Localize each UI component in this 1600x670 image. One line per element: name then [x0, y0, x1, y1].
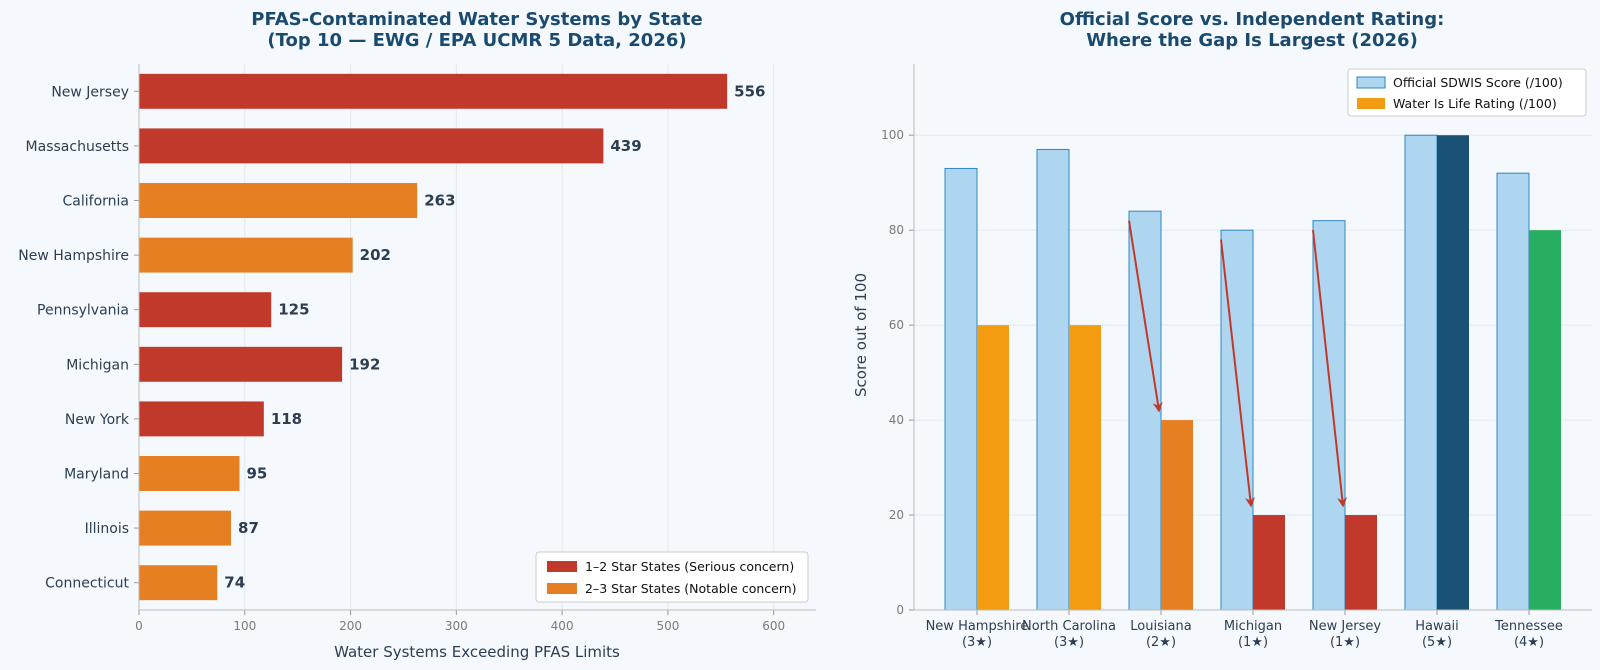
left-bar [139, 237, 353, 273]
right-y-tick-label: 40 [889, 413, 904, 427]
right-category-label: Hawaii [1415, 619, 1459, 634]
left-category-label: Maryland [64, 467, 129, 483]
right-arrows [1128, 220, 1348, 508]
right-category-label: New Hampshire [926, 619, 1029, 634]
right-bar-official [1036, 148, 1070, 611]
right-bar-rating [1345, 515, 1377, 610]
right-legend-label-official: Official SDWIS Score (/100) [1393, 75, 1563, 90]
left-x-tick-label: 200 [339, 619, 362, 633]
left-legend-label-serious: 1–2 Star States (Serious concern) [585, 559, 794, 574]
right-category-stars: (3★) [962, 635, 992, 650]
right-category-label: Michigan [1224, 619, 1282, 634]
right-bar-rating [977, 325, 1009, 610]
right-category-stars: (3★) [1054, 635, 1084, 650]
left-legend: 1–2 Star States (Serious concern) 2–3 St… [535, 551, 809, 603]
left-bar [139, 73, 728, 109]
right-category-stars: (1★) [1238, 635, 1268, 650]
left-category-label: New York [65, 412, 130, 428]
right-gap-arrow [1128, 220, 1163, 413]
left-legend-label-notable: 2–3 Star States (Notable concern) [585, 581, 797, 596]
left-bar-value-label: 192 [349, 355, 380, 373]
right-y-tick-label: 100 [881, 128, 904, 142]
left-x-tick-label: 600 [762, 619, 785, 633]
right-bar-official [944, 167, 978, 611]
right-y-tick-label: 80 [889, 223, 904, 237]
left-chart-title-line2: (Top 10 — EWG / EPA UCMR 5 Data, 2026) [267, 30, 686, 51]
left-bar-value-label: 202 [360, 246, 391, 264]
right-bar-official [1128, 210, 1162, 611]
left-bar-value-label: 95 [246, 465, 267, 483]
right-chart-title-line1: Official Score vs. Independent Rating: [1060, 9, 1445, 30]
left-bar-value-label: 74 [224, 574, 245, 592]
left-bar [139, 401, 264, 437]
right-bar-rating [1069, 325, 1101, 610]
right-category-stars: (1★) [1330, 635, 1360, 650]
left-bar-value-label: 87 [238, 519, 259, 537]
right-category-label: Louisiana [1130, 619, 1191, 634]
left-x-tick-label: 500 [656, 619, 679, 633]
right-category-label: North Carolina [1022, 619, 1116, 634]
right-bars [944, 134, 1561, 611]
right-legend-box [1347, 68, 1587, 117]
left-category-label: California [63, 194, 129, 210]
left-bars: 556 439 263 202 125 192 118 95 87 74 [139, 73, 765, 601]
left-bar [139, 292, 272, 328]
left-bar [139, 128, 604, 164]
right-bar-official [1404, 134, 1438, 611]
right-y-tick-label: 60 [889, 318, 904, 332]
right-category-stars: (4★) [1514, 635, 1544, 650]
left-x-axis-label: Water Systems Exceeding PFAS Limits [334, 643, 620, 661]
right-legend-swatch-rating [1357, 98, 1385, 109]
right-chart: Official Score vs. Independent Rating: W… [852, 9, 1592, 650]
left-legend-swatch-serious [547, 561, 577, 572]
left-chart: PFAS-Contaminated Water Systems by State… [18, 9, 816, 661]
left-category-label: Michigan [66, 357, 129, 373]
left-x-tick-label: 400 [551, 619, 574, 633]
left-category-label: Massachusetts [26, 139, 129, 155]
left-bar [139, 565, 218, 601]
right-gap-arrow [1220, 239, 1256, 508]
left-legend-box [535, 551, 809, 603]
left-x-tick-label: 0 [135, 619, 143, 633]
right-legend: Official SDWIS Score (/100) Water Is Lif… [1347, 68, 1587, 117]
left-category-label: New Jersey [51, 84, 129, 100]
right-gap-arrow [1312, 230, 1348, 508]
left-bar-value-label: 263 [424, 192, 455, 210]
left-legend-swatch-notable [547, 583, 577, 594]
right-y-axis-label: Score out of 100 [852, 273, 870, 397]
right-category-stars: (2★) [1146, 635, 1176, 650]
right-category-label: Tennessee [1494, 619, 1563, 634]
left-category-label: Connecticut [45, 576, 129, 592]
left-bar [139, 183, 418, 218]
right-chart-title-line2: Where the Gap Is Largest (2026) [1086, 30, 1418, 51]
right-bar-rating [1529, 230, 1561, 610]
left-x-tick-label: 300 [445, 619, 468, 633]
left-category-label: New Hampshire [18, 248, 129, 264]
right-category-label: New Jersey [1309, 619, 1381, 634]
left-bar-value-label: 439 [610, 137, 641, 155]
left-category-label: Illinois [85, 521, 129, 537]
left-bar-value-label: 118 [271, 410, 302, 428]
right-category-stars: (5★) [1422, 635, 1452, 650]
right-y-tick-label: 20 [889, 508, 904, 522]
right-bar-rating [1161, 420, 1193, 610]
left-x-tick-label: 100 [233, 619, 256, 633]
left-bar [139, 456, 240, 491]
right-legend-swatch-official [1356, 76, 1386, 89]
left-axes: 0 100 200 300 400 500 600 New Jersey Massachuset… [18, 64, 816, 633]
left-bar [139, 346, 343, 382]
left-bar-value-label: 125 [278, 301, 309, 319]
right-bar-rating [1253, 515, 1285, 610]
left-bar [139, 510, 232, 546]
right-bar-official [1496, 172, 1530, 611]
right-y-tick-label: 0 [896, 603, 904, 617]
right-bar-rating [1437, 135, 1469, 610]
right-legend-label-rating: Water Is Life Rating (/100) [1393, 96, 1557, 111]
left-bar-value-label: 556 [734, 82, 765, 100]
left-chart-title-line1: PFAS-Contaminated Water Systems by State [251, 9, 702, 30]
left-category-label: Pennsylvania [37, 303, 129, 319]
